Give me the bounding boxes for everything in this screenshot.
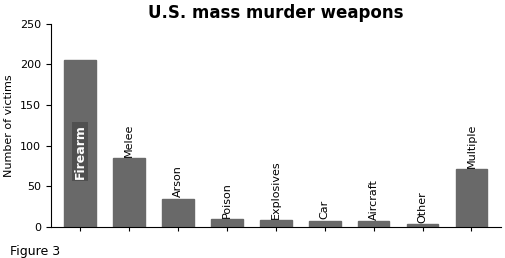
Bar bbox=[211, 219, 243, 227]
Bar bbox=[113, 158, 145, 227]
Text: Figure 3: Figure 3 bbox=[10, 245, 60, 258]
Bar bbox=[358, 222, 389, 227]
Bar bbox=[407, 224, 438, 227]
Bar bbox=[309, 221, 340, 227]
Y-axis label: Number of victims: Number of victims bbox=[4, 74, 14, 177]
Text: Explosives: Explosives bbox=[271, 160, 281, 219]
Bar bbox=[456, 170, 487, 227]
Text: Poison: Poison bbox=[222, 182, 232, 218]
Text: Firearm: Firearm bbox=[73, 124, 86, 179]
Text: Melee: Melee bbox=[124, 123, 134, 157]
Text: Car: Car bbox=[320, 200, 330, 220]
Bar bbox=[162, 199, 194, 227]
Text: Arson: Arson bbox=[173, 166, 183, 197]
Bar bbox=[64, 60, 96, 227]
Bar bbox=[260, 220, 291, 227]
Title: U.S. mass murder weapons: U.S. mass murder weapons bbox=[148, 4, 403, 22]
Text: Other: Other bbox=[418, 191, 428, 223]
Text: Aircraft: Aircraft bbox=[369, 179, 379, 220]
Text: Multiple: Multiple bbox=[467, 124, 477, 168]
